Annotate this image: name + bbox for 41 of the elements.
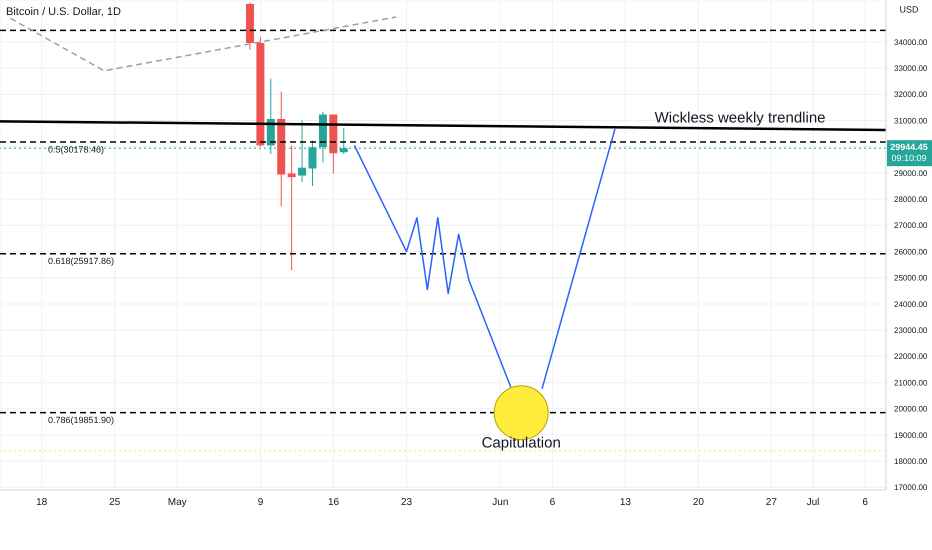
x-tick-label: 23 bbox=[400, 497, 413, 508]
candlestick bbox=[288, 144, 296, 271]
x-tick-label: 13 bbox=[620, 497, 632, 508]
y-tick-label: 20000.00 bbox=[894, 404, 928, 414]
y-tick-label: 22000.00 bbox=[894, 352, 928, 362]
x-tick-label: 9 bbox=[258, 497, 264, 508]
y-tick-label: 33000.00 bbox=[894, 64, 928, 73]
y-tick-label: 18000.00 bbox=[894, 457, 928, 466]
y-tick-label: 21000.00 bbox=[894, 378, 928, 388]
x-tick-label: 20 bbox=[692, 497, 704, 508]
y-tick-label: 31000.00 bbox=[894, 116, 928, 126]
y-tick-label: 26000.00 bbox=[894, 247, 928, 256]
y-tick-label: 29000.00 bbox=[894, 168, 928, 178]
x-tick-label: 16 bbox=[328, 497, 340, 508]
ref-line-label: 29944.45 bbox=[890, 142, 928, 152]
x-tick-label: Jun bbox=[492, 497, 508, 508]
text: 09:10:09 bbox=[891, 153, 927, 164]
y-tick-label: 32000.00 bbox=[894, 90, 928, 100]
line-series bbox=[354, 144, 512, 388]
ref-line-label: 0.618(25917.86) bbox=[48, 256, 114, 266]
y-tick-label: 23000.00 bbox=[894, 326, 928, 335]
x-tick-label: 25 bbox=[109, 497, 121, 508]
y-tick-label: 17000.00 bbox=[894, 483, 928, 492]
x-tick-label: Jul bbox=[806, 497, 820, 508]
y-axis-title: USD bbox=[899, 4, 919, 14]
y-tick-label: 24000.00 bbox=[894, 300, 928, 309]
x-tick-label: 27 bbox=[766, 497, 778, 508]
annotation: Capitulation bbox=[482, 434, 561, 452]
ref-line-label: 0.786(19851.90) bbox=[48, 415, 114, 426]
ref-line-label: 0.5(30178.46) bbox=[48, 144, 104, 154]
annotation: Wickless weekly trendline bbox=[654, 110, 826, 127]
x-tick-label: 6 bbox=[550, 497, 556, 508]
text: Bitcoin / U.S. Dollar, 1D bbox=[6, 6, 121, 18]
x-tick-label: 6 bbox=[862, 497, 868, 508]
y-tick-label: 19000.00 bbox=[894, 430, 928, 440]
y-tick-label: 34000.00 bbox=[894, 38, 928, 47]
x-tick-label: 18 bbox=[36, 497, 48, 508]
x-tick-label: May bbox=[168, 497, 187, 508]
y-tick-label: 25000.00 bbox=[894, 274, 928, 283]
y-tick-label: 27000.00 bbox=[894, 221, 928, 230]
y-tick-label: 28000.00 bbox=[894, 194, 928, 204]
